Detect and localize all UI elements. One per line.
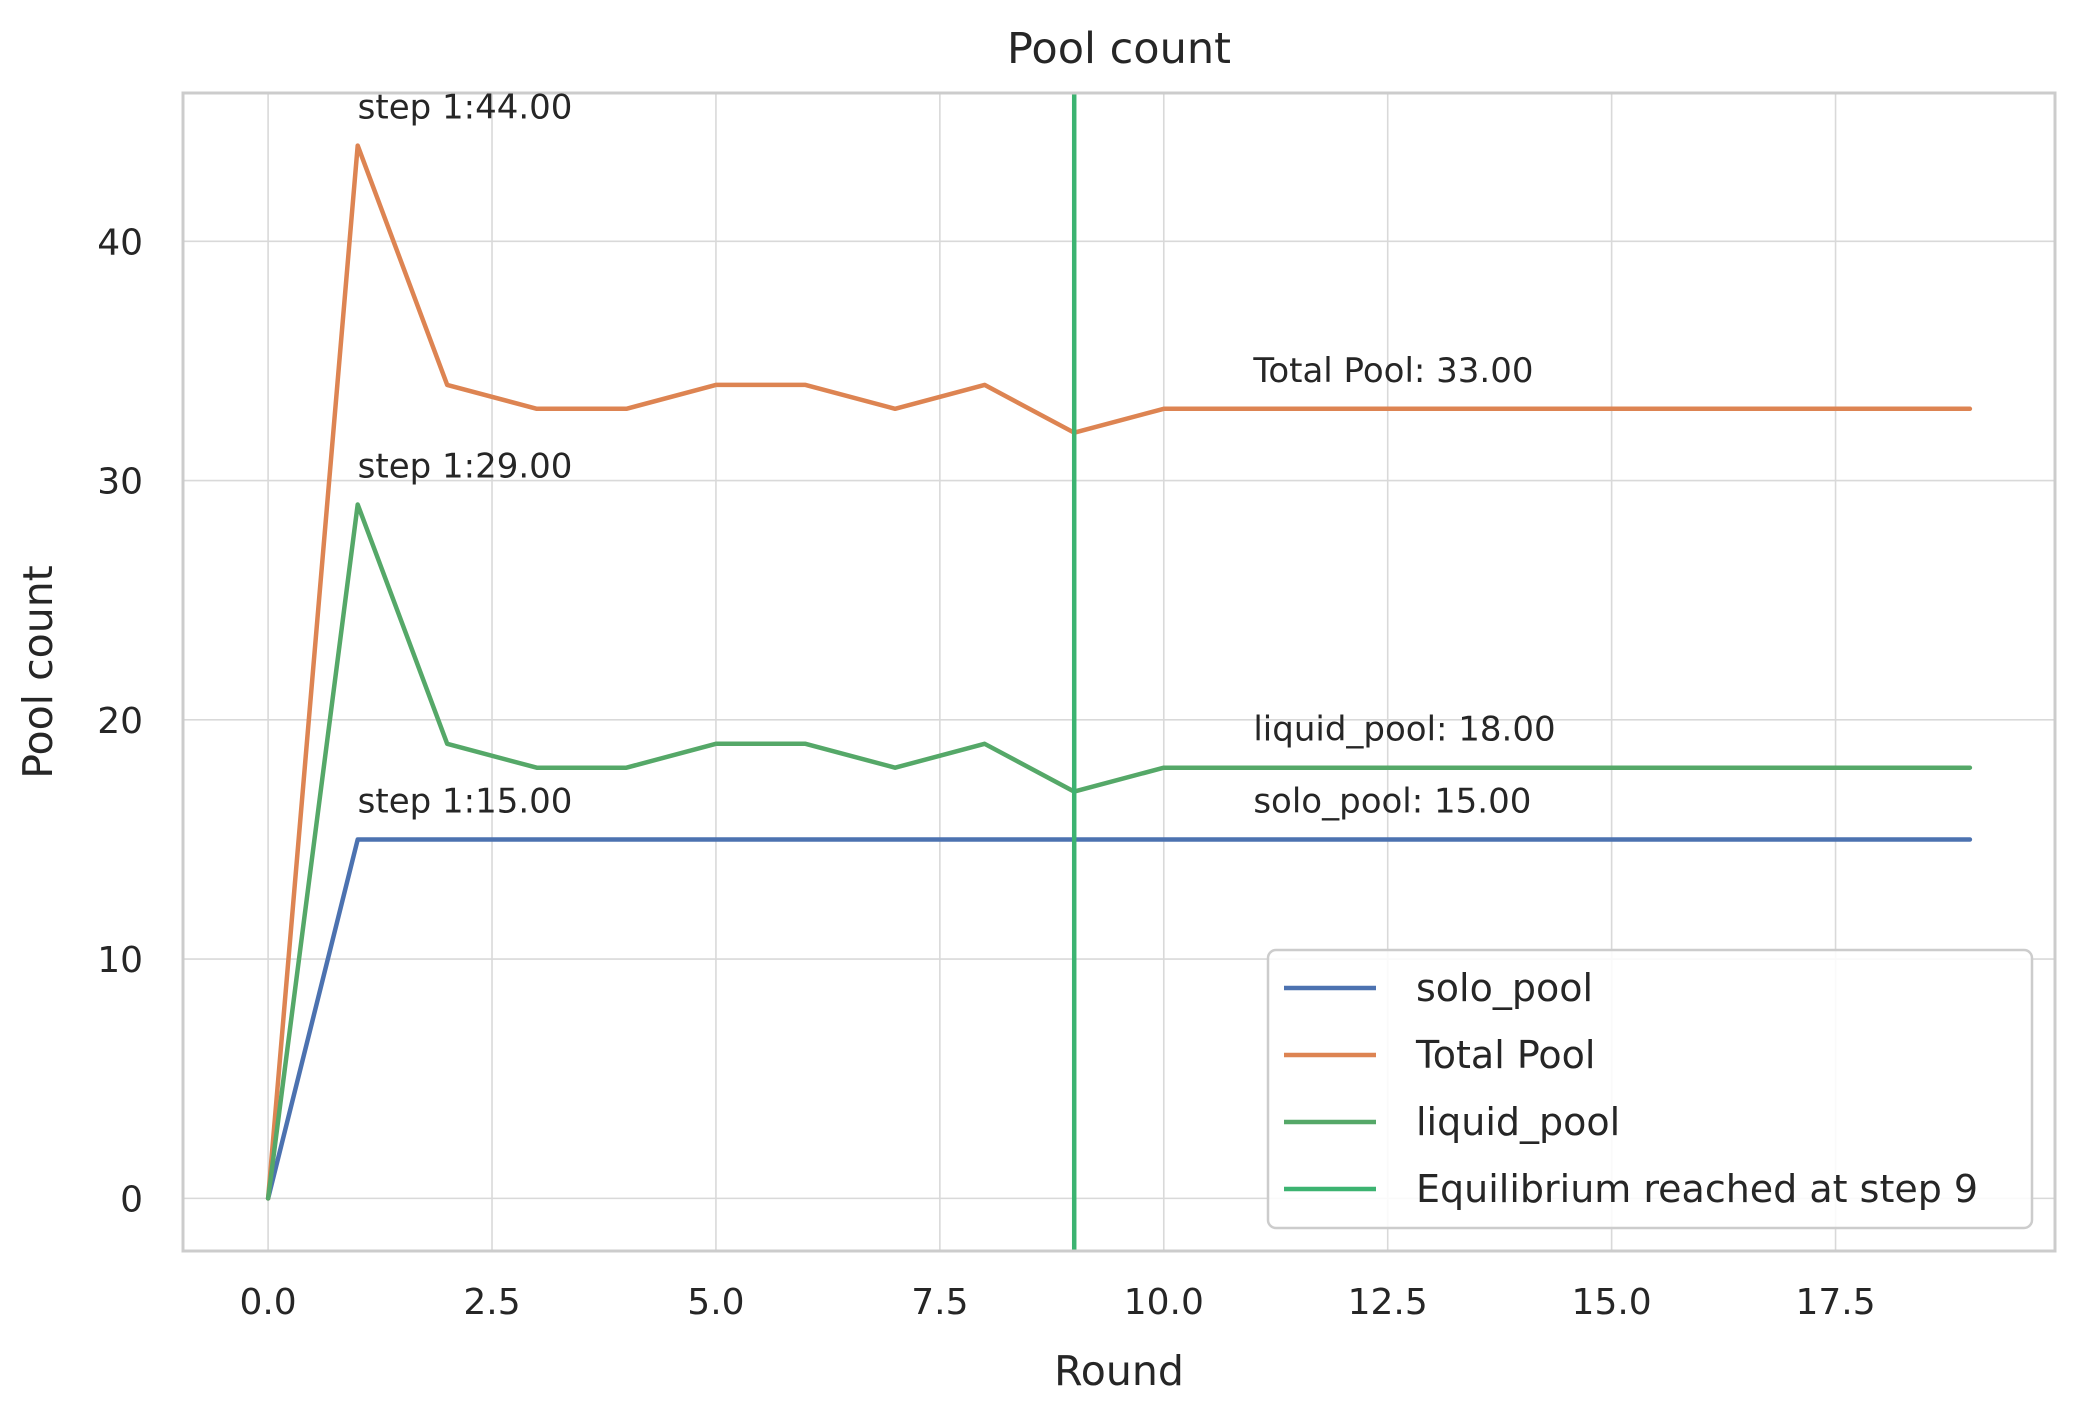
x-tick-label: 12.5 bbox=[1348, 1282, 1428, 1323]
x-tick-label: 10.0 bbox=[1124, 1282, 1204, 1323]
annotation-label: step 1:29.00 bbox=[358, 447, 573, 487]
x-tick-label: 15.0 bbox=[1572, 1282, 1652, 1323]
plot-frame bbox=[181, 91, 2057, 1253]
annotation-label: solo_pool: 15.00 bbox=[1253, 781, 1531, 821]
series-line-total-pool bbox=[265, 143, 1973, 1201]
y-tick-label: 30 bbox=[97, 462, 143, 503]
legend-entry: Total Pool bbox=[1415, 1033, 1595, 1077]
y-tick-label: 0 bbox=[120, 1179, 143, 1220]
legend: solo_pool Total Pool liquid_pool Equilibriu… bbox=[1266, 948, 2034, 1230]
x-tick-label: 17.5 bbox=[1795, 1282, 1875, 1323]
annotation-label: Total Pool: 33.00 bbox=[1252, 351, 1533, 391]
x-axis-label: Round bbox=[1054, 1347, 1184, 1395]
annotation-label: liquid_pool: 18.00 bbox=[1253, 710, 1555, 750]
annotation-label: step 1:15.00 bbox=[358, 781, 573, 821]
y-tick-label: 40 bbox=[97, 222, 143, 263]
legend-box bbox=[1266, 948, 2034, 1230]
x-tick-label: 2.5 bbox=[463, 1282, 520, 1323]
y-tick-label: 10 bbox=[97, 940, 143, 981]
series-lines bbox=[265, 93, 1973, 1251]
x-tick-label: 5.0 bbox=[687, 1282, 744, 1323]
annotation-label: step 1:44.00 bbox=[358, 88, 573, 128]
y-axis-label: Pool count bbox=[14, 565, 62, 779]
annotations: step 1:44.00 step 1:29.00 step 1:15.00 Tota… bbox=[358, 88, 1556, 822]
legend-entry: liquid_pool bbox=[1416, 1100, 1620, 1144]
legend-entry: solo_pool bbox=[1416, 966, 1593, 1010]
tick-labels: 0.0 2.5 5.0 7.5 10.0 12.5 15.0 17.5 0 10 20 30 40 bbox=[97, 222, 1875, 1323]
series-line-solo-pool bbox=[265, 837, 1973, 1201]
series-line-liquid-pool bbox=[265, 502, 1973, 1201]
y-tick-label: 20 bbox=[97, 701, 143, 742]
legend-entry: Equilibrium reached at step 9 bbox=[1416, 1167, 1978, 1211]
chart-title: Pool count bbox=[1007, 24, 1231, 74]
x-tick-label: 7.5 bbox=[911, 1282, 968, 1323]
x-tick-label: 0.0 bbox=[239, 1282, 296, 1323]
